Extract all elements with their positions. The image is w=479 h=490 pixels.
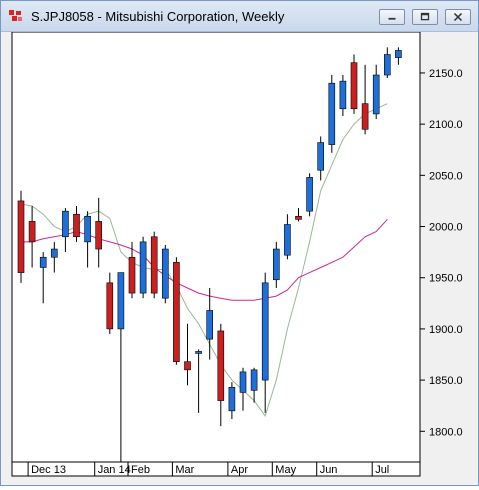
x-tick-label: Jan 14 xyxy=(98,464,131,476)
window-title: S.JPJ8058 - Mitsubishi Corporation, Week… xyxy=(31,9,285,24)
candle-down[interactable] xyxy=(73,213,80,238)
chart-area[interactable]: 2150.0 2100.0 2050.0 2000.0 1950.0 1900.0 1850… xyxy=(9,31,478,485)
candle-down[interactable] xyxy=(128,256,136,294)
candle-up[interactable] xyxy=(195,351,202,354)
candle-up[interactable] xyxy=(84,215,91,243)
x-tick-label: Apr xyxy=(231,464,248,476)
candle-down[interactable] xyxy=(173,262,180,362)
y-tick-label: 1800.0 xyxy=(429,426,463,438)
candle-up[interactable] xyxy=(162,248,169,299)
candle-up[interactable] xyxy=(306,177,313,212)
x-tick-label: Jun xyxy=(320,464,338,476)
candle-down[interactable] xyxy=(106,282,114,330)
candle-down[interactable] xyxy=(350,62,358,110)
chart-app-icon xyxy=(9,10,22,21)
x-tick-label: Mar xyxy=(175,464,194,476)
candle-up[interactable] xyxy=(206,310,213,340)
candle-down[interactable] xyxy=(95,221,102,250)
y-tick-label: 2150.0 xyxy=(429,68,463,80)
candle-up[interactable] xyxy=(372,74,380,115)
moving-average-short xyxy=(20,103,388,418)
plot-area[interactable] xyxy=(11,31,421,463)
candle-down[interactable] xyxy=(184,361,191,371)
candle-down[interactable] xyxy=(17,200,25,273)
x-tick-label: May xyxy=(275,464,296,476)
y-tick-label: 1850.0 xyxy=(429,375,463,387)
candle-up[interactable] xyxy=(272,248,280,281)
y-tick-label: 2050.0 xyxy=(429,170,463,182)
candle-down[interactable] xyxy=(361,103,369,130)
y-tick-label: 2000.0 xyxy=(429,222,463,234)
candle-up[interactable] xyxy=(62,210,69,238)
candle-up[interactable] xyxy=(395,50,402,58)
restore-icon xyxy=(420,12,430,21)
candle-up[interactable] xyxy=(250,369,258,391)
y-tick-label: 2100.0 xyxy=(429,119,463,131)
minimize-icon xyxy=(388,17,396,20)
candle-up[interactable] xyxy=(239,371,247,393)
candlestick-chart[interactable]: 2150.0 2100.0 2050.0 2000.0 1950.0 1900.0 1850… xyxy=(9,31,478,485)
candle-down[interactable] xyxy=(295,215,302,220)
candle-up[interactable] xyxy=(39,256,47,268)
candle-up[interactable] xyxy=(50,248,58,258)
candle-down[interactable] xyxy=(217,330,225,401)
x-axis xyxy=(11,461,421,477)
candle-up[interactable] xyxy=(383,54,391,76)
y-tick-label: 1900.0 xyxy=(429,324,463,336)
candle-up[interactable] xyxy=(328,82,336,145)
candle-up[interactable] xyxy=(139,241,147,294)
candle-up[interactable] xyxy=(261,282,269,381)
candle-down[interactable] xyxy=(28,221,36,243)
candle-up[interactable] xyxy=(284,224,291,256)
candle-up[interactable] xyxy=(228,386,236,412)
candle-up[interactable] xyxy=(317,142,325,171)
candle-up[interactable] xyxy=(117,272,125,330)
candle-down[interactable] xyxy=(150,236,158,294)
y-tick-label: 1950.0 xyxy=(429,273,463,285)
x-tick-label: Jul xyxy=(375,464,389,476)
candle-up[interactable] xyxy=(339,80,347,110)
close-button[interactable] xyxy=(445,9,471,25)
restore-button[interactable] xyxy=(412,9,438,25)
x-tick-label: Dec 13 xyxy=(31,464,66,476)
x-tick-label: Feb xyxy=(131,464,150,476)
moving-average-long xyxy=(21,219,388,301)
title-bar[interactable]: S.JPJ8058 - Mitsubishi Corporation, Week… xyxy=(1,1,478,32)
minimize-button[interactable] xyxy=(379,9,405,25)
close-icon xyxy=(453,12,463,22)
